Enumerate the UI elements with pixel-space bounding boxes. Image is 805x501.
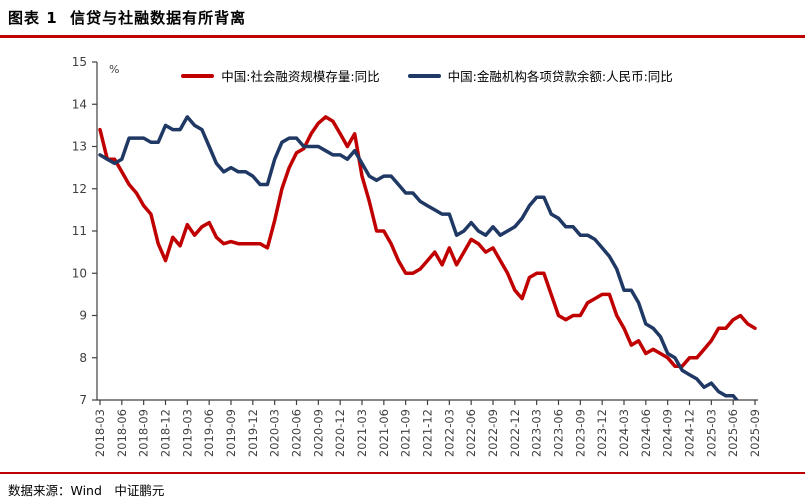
svg-text:2018-06: 2018-06 — [115, 409, 129, 457]
svg-text:2023-03: 2023-03 — [530, 409, 544, 457]
svg-text:11: 11 — [72, 224, 87, 238]
legend-swatch-navy-line — [407, 73, 441, 78]
svg-text:2018-09: 2018-09 — [137, 409, 151, 457]
svg-text:2018-03: 2018-03 — [93, 409, 107, 457]
svg-text:2023-09: 2023-09 — [573, 409, 587, 457]
legend-label-loan-balance: 中国:金融机构各项贷款余额:人民币:同比 — [447, 69, 673, 84]
legend-swatch-red-line — [181, 73, 215, 78]
svg-text:14: 14 — [72, 97, 87, 111]
legend-item-loan-balance: 中国:金融机构各项贷款余额:人民币:同比 — [407, 66, 673, 85]
svg-text:2019-03: 2019-03 — [180, 409, 194, 457]
svg-text:2023-12: 2023-12 — [595, 409, 609, 457]
figure-title: 图表 1 信贷与社融数据有所背离 — [8, 9, 247, 27]
svg-text:2023-06: 2023-06 — [552, 409, 566, 457]
svg-text:2024-03: 2024-03 — [617, 409, 631, 457]
data-source: 数据来源：Wind 中证鹏元 — [8, 483, 165, 498]
title-rule — [0, 35, 805, 38]
legend-item-social-financing-stock: 中国:社会融资规模存量:同比 — [181, 66, 380, 85]
svg-text:%: % — [109, 63, 119, 76]
svg-text:2020-09: 2020-09 — [311, 409, 325, 457]
svg-text:10: 10 — [72, 266, 87, 280]
svg-text:2025-03: 2025-03 — [704, 409, 718, 457]
svg-text:2020-12: 2020-12 — [333, 409, 347, 457]
svg-text:2025-09: 2025-09 — [748, 409, 762, 457]
svg-text:2022-06: 2022-06 — [464, 409, 478, 457]
svg-text:2022-09: 2022-09 — [486, 409, 500, 457]
svg-text:2021-03: 2021-03 — [355, 409, 369, 457]
svg-text:2024-12: 2024-12 — [683, 409, 697, 457]
svg-text:2021-12: 2021-12 — [421, 409, 435, 457]
svg-text:13: 13 — [72, 140, 87, 154]
svg-text:2018-12: 2018-12 — [159, 409, 173, 457]
svg-text:7: 7 — [79, 393, 87, 407]
svg-text:2019-06: 2019-06 — [202, 409, 216, 457]
svg-text:2021-09: 2021-09 — [399, 409, 413, 457]
footer-rule — [0, 472, 805, 474]
svg-text:2024-06: 2024-06 — [639, 409, 653, 457]
svg-text:9: 9 — [79, 309, 87, 323]
svg-text:2019-12: 2019-12 — [246, 409, 260, 457]
svg-text:2021-06: 2021-06 — [377, 409, 391, 457]
legend-label-social-financing-stock: 中国:社会融资规模存量:同比 — [221, 69, 380, 84]
svg-text:15: 15 — [72, 55, 87, 69]
svg-text:8: 8 — [79, 351, 87, 365]
svg-text:2020-03: 2020-03 — [268, 409, 282, 457]
svg-text:2022-12: 2022-12 — [508, 409, 522, 457]
svg-text:2025-06: 2025-06 — [726, 409, 740, 457]
chart-legend: 中国:社会融资规模存量:同比 中国:金融机构各项贷款余额:人民币:同比 — [97, 66, 757, 85]
svg-text:12: 12 — [72, 182, 87, 196]
svg-text:2024-09: 2024-09 — [661, 409, 675, 457]
svg-text:2019-09: 2019-09 — [224, 409, 238, 457]
svg-text:2022-03: 2022-03 — [442, 409, 456, 457]
svg-text:2020-06: 2020-06 — [290, 409, 304, 457]
